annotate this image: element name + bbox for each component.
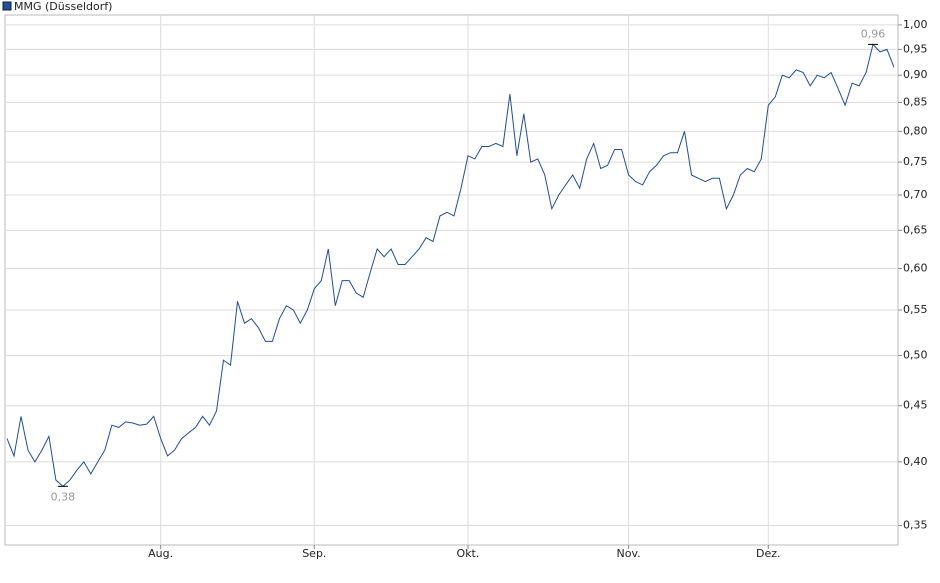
y-tick-label: 0,75 [903, 155, 928, 168]
y-tick-label: 0,55 [903, 303, 928, 316]
y-tick-label: 0,95 [903, 42, 928, 55]
y-tick-label: 1,00 [903, 18, 928, 31]
y-tick-label: 0,70 [903, 188, 928, 201]
y-tick-label: 0,80 [903, 124, 928, 137]
x-tick-label: Nov. [617, 547, 641, 560]
y-tick-label: 0,35 [903, 519, 928, 532]
y-tick-label: 0,40 [903, 455, 928, 468]
price-line [6, 43, 895, 487]
y-tick-label: 0,45 [903, 399, 928, 412]
y-tick-label: 0,50 [903, 348, 928, 361]
value-label: 0,96 [861, 27, 886, 40]
x-tick-label: Aug. [148, 547, 173, 560]
y-tick-label: 0,85 [903, 95, 928, 108]
plot-frame [4, 14, 899, 546]
y-tick-label: 0,90 [903, 68, 928, 81]
y-tick-label: 0,65 [903, 223, 928, 236]
value-label: 0,38 [51, 490, 76, 503]
y-tick-label: 0,60 [903, 262, 928, 275]
x-tick-label: Sep. [302, 547, 326, 560]
legend-label: MMG (Düsseldorf) [14, 0, 112, 13]
x-tick-label: Dez. [756, 547, 781, 560]
legend-swatch [2, 1, 12, 11]
x-tick-label: Okt. [457, 547, 480, 560]
